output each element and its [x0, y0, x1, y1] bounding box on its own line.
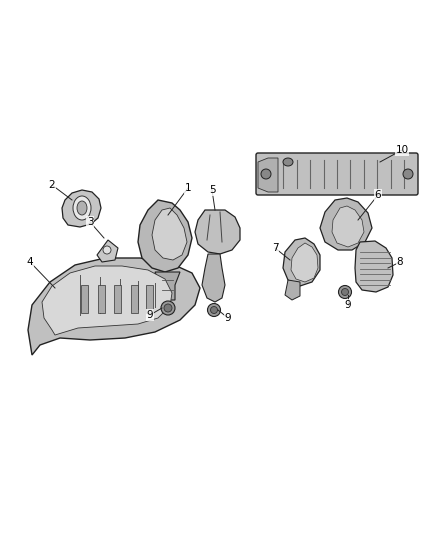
Bar [131, 285, 138, 313]
Text: 8: 8 [397, 257, 403, 267]
Ellipse shape [103, 246, 111, 254]
Ellipse shape [283, 158, 293, 166]
Text: 9: 9 [225, 313, 231, 323]
Ellipse shape [77, 201, 87, 215]
Ellipse shape [73, 196, 91, 220]
Polygon shape [202, 254, 225, 302]
Ellipse shape [164, 304, 172, 312]
Text: 1: 1 [185, 183, 191, 193]
Polygon shape [62, 190, 101, 227]
Polygon shape [155, 272, 180, 300]
Polygon shape [285, 280, 300, 300]
Polygon shape [138, 200, 192, 272]
Text: 3: 3 [87, 217, 93, 227]
Text: 4: 4 [27, 257, 33, 267]
Ellipse shape [211, 306, 218, 313]
Text: 9: 9 [147, 310, 153, 320]
Polygon shape [332, 206, 364, 247]
Polygon shape [28, 258, 200, 355]
Polygon shape [283, 238, 320, 286]
Ellipse shape [339, 286, 352, 298]
Polygon shape [291, 243, 318, 282]
Ellipse shape [403, 169, 413, 179]
Text: 7: 7 [272, 243, 278, 253]
Polygon shape [195, 210, 240, 254]
Text: 10: 10 [396, 145, 409, 155]
Bar [146, 285, 153, 313]
Polygon shape [152, 208, 187, 260]
Text: 9: 9 [345, 300, 351, 310]
Polygon shape [42, 266, 172, 335]
Text: 6: 6 [374, 190, 381, 200]
Text: 5: 5 [208, 185, 215, 195]
Polygon shape [355, 241, 393, 292]
Polygon shape [258, 158, 278, 192]
Bar [81, 285, 88, 313]
Ellipse shape [161, 301, 175, 315]
Text: 2: 2 [49, 180, 55, 190]
Ellipse shape [261, 169, 271, 179]
Bar [114, 285, 121, 313]
Polygon shape [97, 240, 118, 262]
FancyBboxPatch shape [256, 153, 418, 195]
Ellipse shape [208, 303, 220, 317]
Polygon shape [320, 198, 372, 250]
Ellipse shape [342, 288, 349, 295]
Bar [98, 285, 105, 313]
